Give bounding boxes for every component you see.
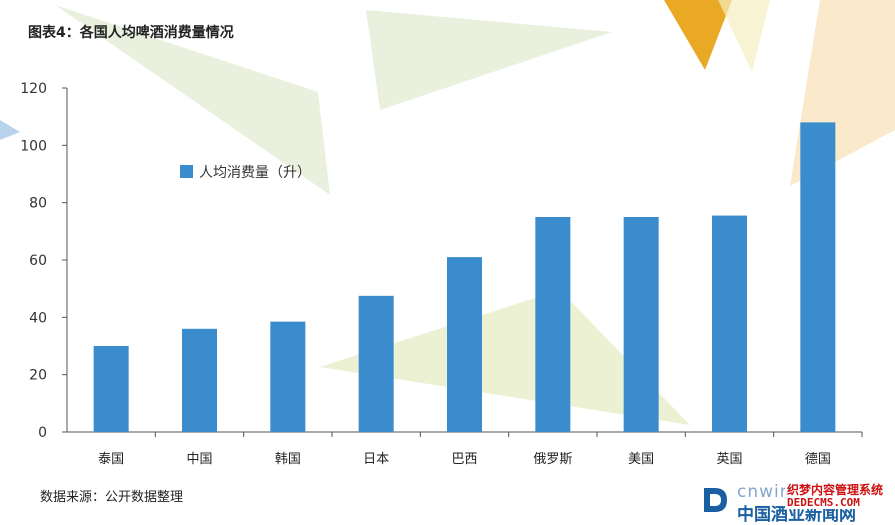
y-tick-label: 100 xyxy=(20,138,47,154)
bar xyxy=(93,346,129,432)
bar xyxy=(712,215,747,432)
bar xyxy=(535,217,571,432)
legend: 人均消费量（升） xyxy=(180,165,311,181)
watermark-site: 织梦内容管理系统 DEDECMS.COM xyxy=(785,483,886,509)
page-title: 图表4：各国人均啤酒消费量情况 xyxy=(28,25,234,41)
x-tick-labels: 泰国 中国 韩国 日本 巴西 俄罗斯 美国 英国 德国 xyxy=(98,452,831,467)
bar-series xyxy=(93,122,836,433)
x-tick-label: 中国 xyxy=(186,452,212,467)
watermark-site-cn: 织梦内容管理系统 xyxy=(787,483,884,497)
legend-swatch xyxy=(180,165,193,178)
y-tick-label: 40 xyxy=(29,310,47,326)
y-tick-label: 120 xyxy=(20,81,47,97)
y-tick-label: 60 xyxy=(29,253,47,269)
x-tick-label: 日本 xyxy=(363,452,389,467)
bar xyxy=(182,328,217,432)
bar xyxy=(270,321,306,432)
cnwine-logo-icon xyxy=(704,488,727,512)
x-tick-label: 巴西 xyxy=(451,452,477,467)
watermark: cnwine 中国酒业新闻网 织梦内容管理系统 DEDECMS.COM xyxy=(697,482,895,525)
x-tick-label: 英国 xyxy=(716,452,742,467)
watermark-site-en: DEDECMS.COM xyxy=(787,496,860,509)
x-tick-label: 俄罗斯 xyxy=(533,452,572,467)
y-tick-label: 80 xyxy=(29,196,47,212)
bar xyxy=(447,257,482,432)
y-tick-label: 20 xyxy=(29,368,47,384)
legend-label: 人均消费量（升） xyxy=(199,165,311,181)
source-note: 数据来源：公开数据整理 xyxy=(40,490,184,505)
x-tick-label: 泰国 xyxy=(98,452,124,467)
bar xyxy=(623,217,659,432)
x-tick-label: 美国 xyxy=(628,452,654,467)
y-tick-label: 0 xyxy=(38,425,47,441)
bar xyxy=(800,122,836,433)
x-tick-label: 德国 xyxy=(805,452,831,467)
x-tick-label: 韩国 xyxy=(275,452,301,467)
bar xyxy=(358,295,394,432)
